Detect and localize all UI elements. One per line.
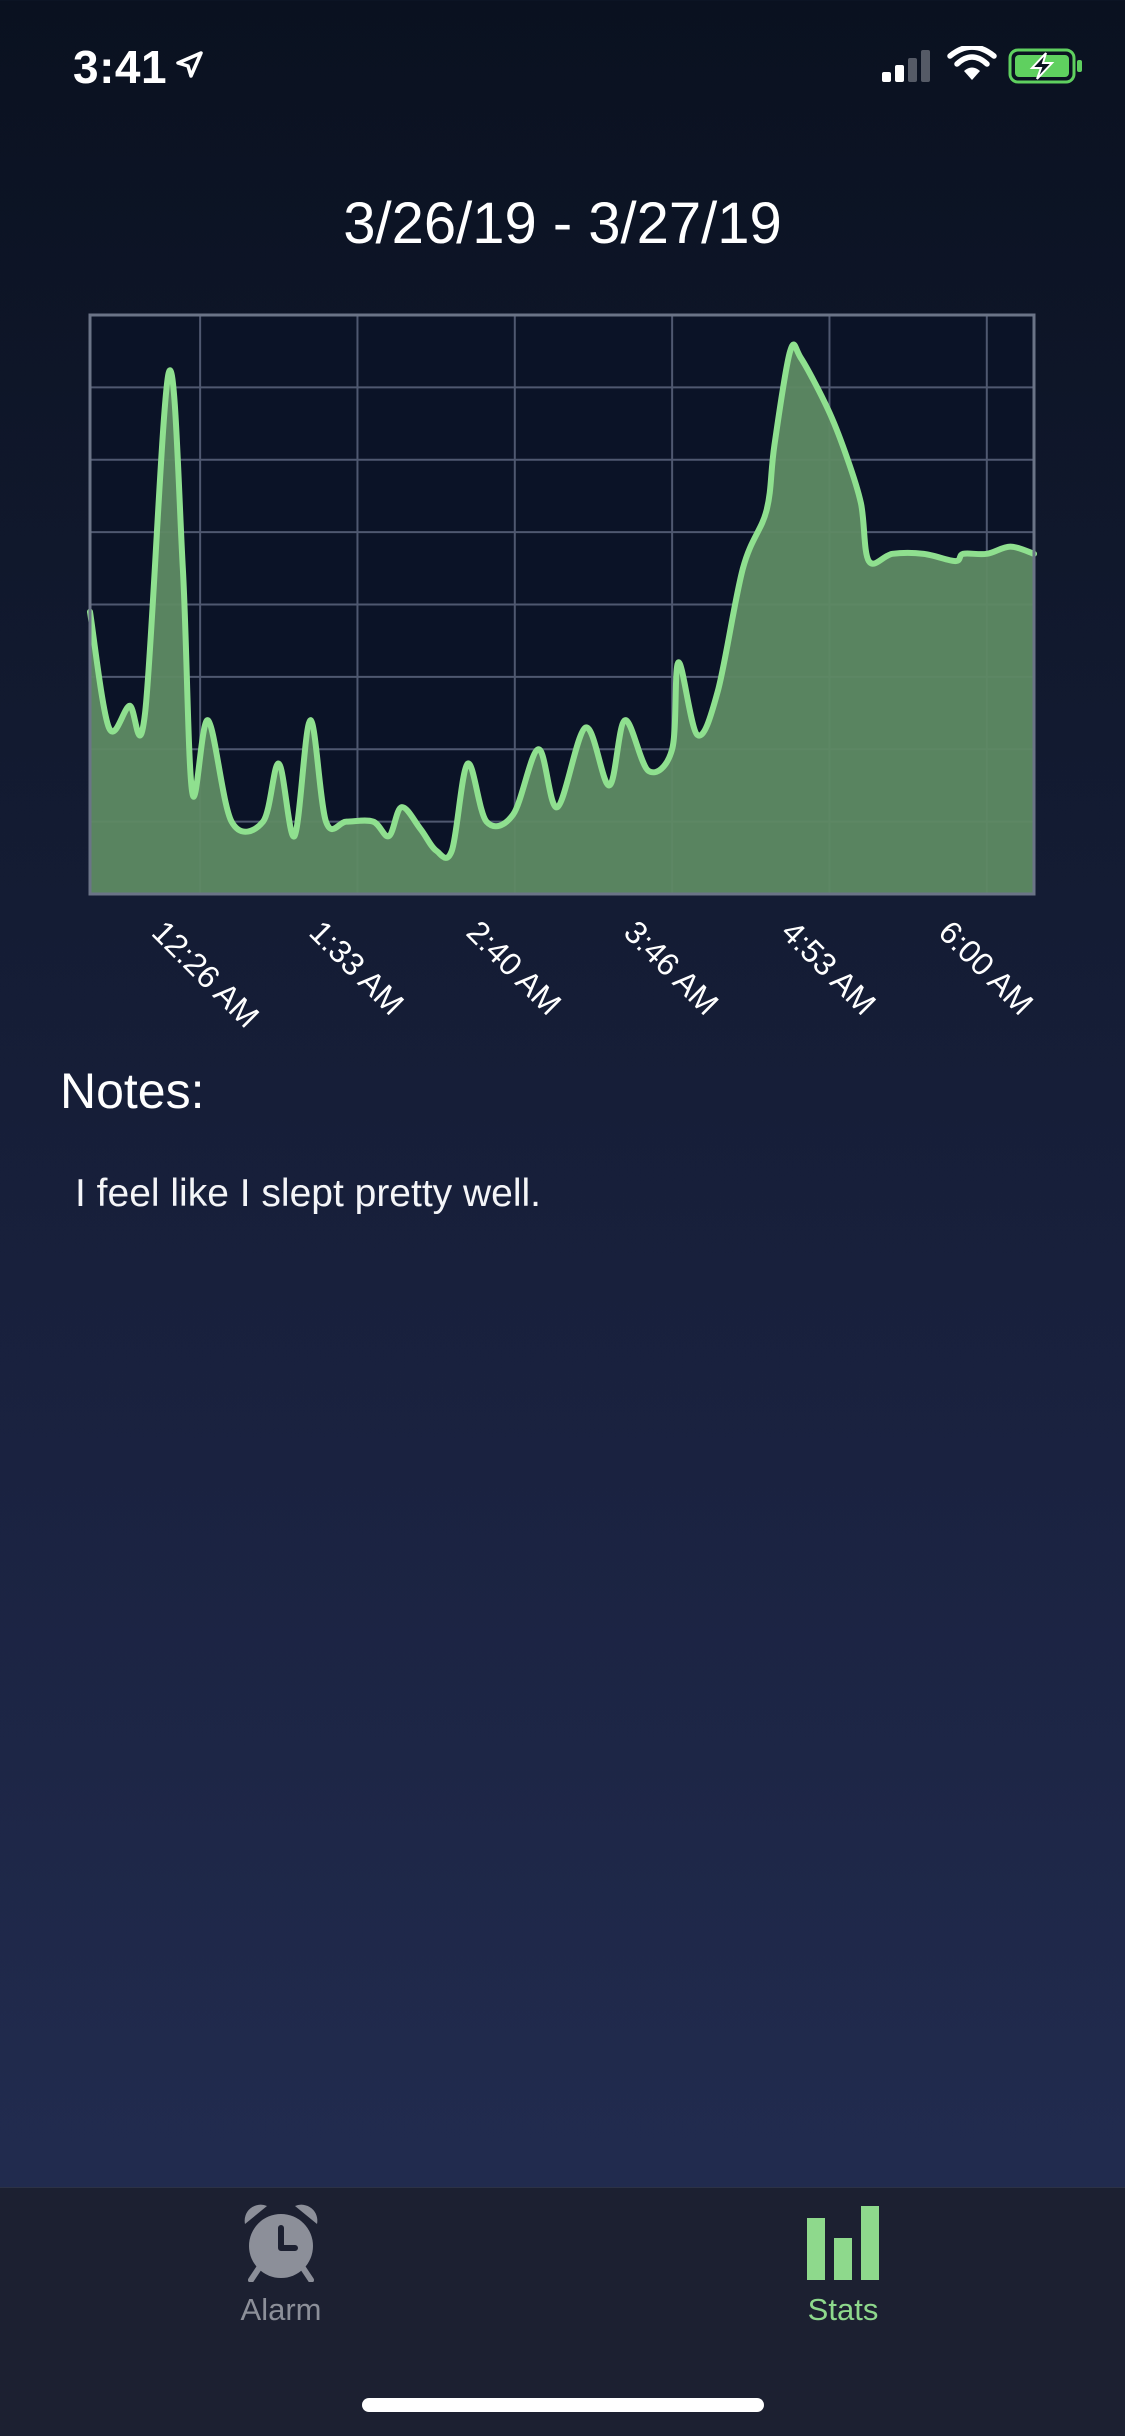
tab-stats-label: Stats bbox=[807, 2292, 879, 2327]
x-tick-label: 1:33 AM bbox=[303, 913, 411, 1021]
notes-text[interactable]: I feel like I slept pretty well. bbox=[75, 1172, 542, 1215]
sleep-chart: 12:26 AM 1:33 AM 2:40 AM 3:46 AM 4:53 AM 6:00… bbox=[87, 313, 1040, 1035]
chart-plot-border bbox=[88, 313, 1036, 896]
chart-data-line bbox=[87, 341, 1037, 861]
tab-alarm[interactable]: Alarm bbox=[151, 2202, 411, 2352]
notes-heading: Notes: bbox=[60, 1063, 205, 1119]
tab-alarm-label: Alarm bbox=[240, 2292, 322, 2327]
x-tick-label: 4:53 AM bbox=[775, 913, 883, 1021]
alarm-clock-icon bbox=[244, 2204, 318, 2282]
cellular-signal-icon bbox=[882, 50, 930, 82]
x-tick-label: 12:26 AM bbox=[145, 913, 266, 1034]
status-bar: 3:41 bbox=[0, 0, 1125, 140]
wifi-icon bbox=[947, 46, 997, 80]
x-tick-label: 2:40 AM bbox=[460, 913, 568, 1021]
date-range-title: 3/26/19 - 3/27/19 bbox=[343, 191, 782, 256]
status-time: 3:41 bbox=[73, 41, 168, 93]
battery-charging-icon bbox=[1008, 48, 1082, 84]
x-tick-label: 6:00 AM bbox=[932, 913, 1040, 1021]
chart-area-fill bbox=[90, 344, 1034, 895]
x-tick-label: 3:46 AM bbox=[617, 913, 725, 1021]
chart-x-tick-labels: 12:26 AM 1:33 AM 2:40 AM 3:46 AM 4:53 AM 6:00… bbox=[145, 913, 1040, 1034]
tab-stats[interactable]: Stats bbox=[713, 2202, 973, 2352]
bar-chart-icon bbox=[807, 2206, 879, 2280]
home-indicator[interactable] bbox=[362, 2398, 764, 2412]
tab-bar: Alarm Stats bbox=[0, 2187, 1125, 2436]
location-arrow-icon bbox=[176, 51, 203, 78]
